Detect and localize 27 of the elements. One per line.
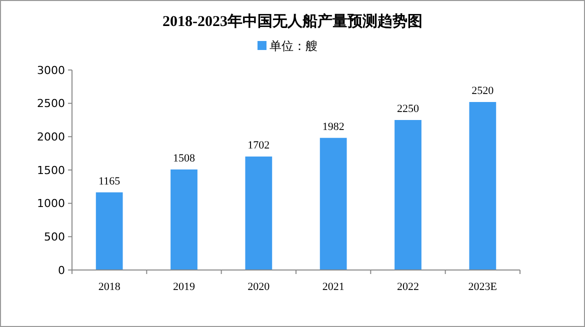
data-label: 1508 <box>173 152 196 164</box>
y-tick-label: 2500 <box>37 97 65 110</box>
y-tick-label: 0 <box>58 264 65 277</box>
legend-label: 单位：艘 <box>270 39 318 53</box>
x-tick-label: 2023E <box>468 281 498 293</box>
y-tick-label: 1500 <box>37 164 65 177</box>
bar <box>245 156 272 270</box>
data-label: 2250 <box>397 103 420 115</box>
y-tick-label: 3000 <box>37 64 65 77</box>
x-tick-label: 2020 <box>248 281 270 293</box>
x-tick-label: 2018 <box>98 281 121 293</box>
data-label: 1165 <box>98 175 121 188</box>
data-label: 1982 <box>322 120 344 133</box>
y-tick-label: 500 <box>44 230 65 244</box>
bar <box>394 120 422 270</box>
x-tick-label: 2022 <box>397 281 419 293</box>
x-tick-label: 2021 <box>322 281 344 293</box>
y-tick-label: 1000 <box>37 197 65 210</box>
data-label: 1702 <box>248 140 270 152</box>
bar <box>469 102 496 270</box>
data-label: 2520 <box>472 85 494 97</box>
bar <box>170 169 198 270</box>
bar <box>96 192 123 270</box>
y-tick-label: 2000 <box>37 130 65 144</box>
chart-title: 2018-2023年中国无人船产量预测趋势图 <box>162 13 422 30</box>
bar <box>320 138 347 270</box>
x-tick-label: 2019 <box>173 281 196 293</box>
